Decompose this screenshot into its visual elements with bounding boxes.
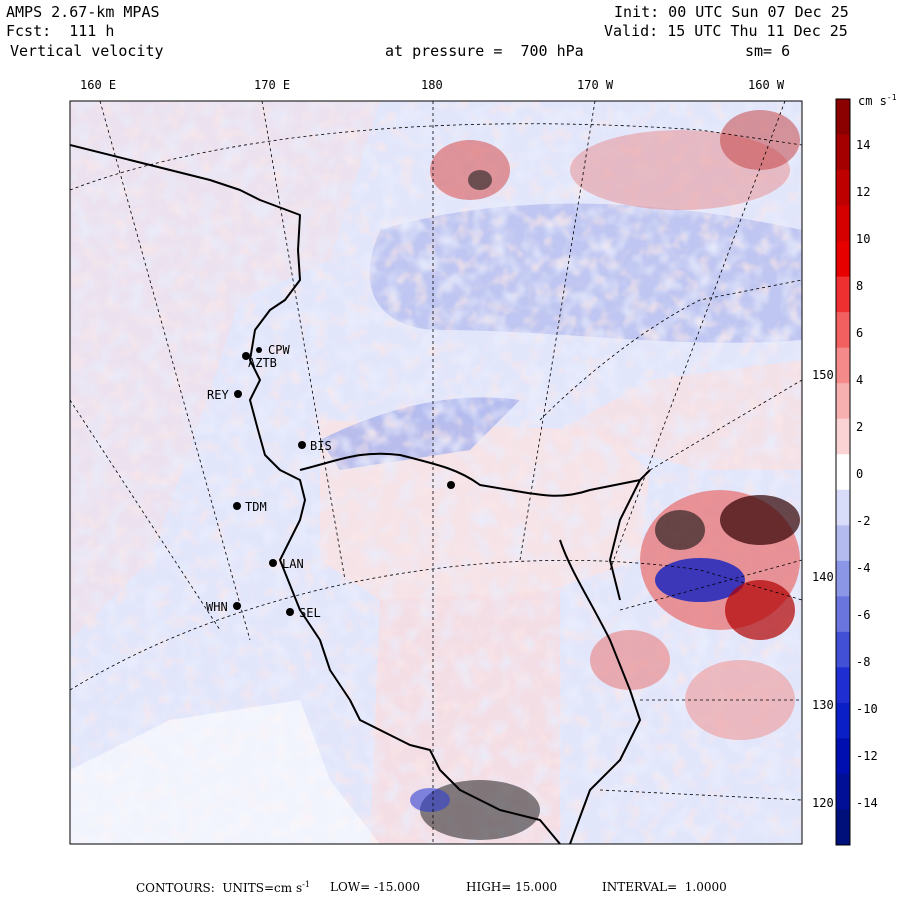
- station-label-lan: LAN: [282, 557, 304, 571]
- colorbar-swatch: [836, 205, 850, 242]
- colorbar-label: 8: [856, 279, 864, 293]
- colorbar-swatch: [836, 454, 850, 491]
- station-label-whn: WHN: [206, 600, 228, 614]
- station-label-sel: SEL: [299, 606, 321, 620]
- colorbar-swatch: [836, 134, 850, 171]
- colorbar-label: 0: [856, 467, 864, 481]
- contour-low: LOW= -15.000: [330, 880, 421, 894]
- colorbar-swatch: [836, 276, 850, 313]
- colorbar-label: -14: [856, 796, 878, 810]
- lon-label-160e: 160 E: [80, 78, 117, 92]
- station-dot-sel: [286, 608, 294, 616]
- graticule: [70, 101, 802, 844]
- colorbar-swatch: [836, 560, 850, 597]
- colorbar-frame: [835, 98, 851, 846]
- colorbar-label: -8: [856, 655, 871, 669]
- contours-units: CONTOURS: UNITS=cm s-1: [136, 880, 310, 895]
- station-dot-lan: [269, 559, 277, 567]
- colorbar-swatch: [836, 809, 850, 846]
- lon-label-180: 180: [421, 78, 443, 92]
- velocity-cluster-south: [70, 700, 540, 844]
- colorbar-label: 12: [856, 185, 871, 199]
- pressure-level: at pressure = 700 hPa: [385, 42, 584, 60]
- colorbar-swatch: [836, 99, 850, 136]
- colorbar-label: -4: [856, 561, 871, 575]
- station-dot-tdm: [233, 502, 241, 510]
- colorbar-swatch: [836, 312, 850, 349]
- lon-label-160w: 160 W: [748, 78, 785, 92]
- contour-interval: INTERVAL= 1.0000: [602, 880, 727, 894]
- colorbar-swatch: [836, 489, 850, 526]
- colorbar-label: -2: [856, 514, 871, 528]
- contour-high: HIGH= 15.000: [466, 880, 558, 894]
- station-label-rey: REY: [207, 388, 229, 402]
- colorbar-label: 6: [856, 326, 864, 340]
- station-dot-bis: [298, 441, 306, 449]
- colorbar-label: -6: [856, 608, 871, 622]
- forecast-hour: Fcst: 111 h: [6, 22, 115, 40]
- lon-label-170w: 170 W: [577, 78, 614, 92]
- station-labels: CPW AZTB REY BIS TDM LAN WHN SEL: [206, 343, 332, 620]
- coastline: [70, 144, 651, 844]
- station-dot-whn: [233, 602, 241, 610]
- station-label-aztb: AZTB: [248, 356, 277, 370]
- station-dot-cpw: [242, 352, 250, 360]
- colorbar-swatch: [836, 631, 850, 668]
- colorbar-swatch: [836, 525, 850, 562]
- valid-time: Valid: 15 UTC Thu 11 Dec 25: [604, 22, 848, 40]
- colorbar-swatch: [836, 596, 850, 633]
- colorbar-swatch: [836, 418, 850, 455]
- smoothing-value: sm= 6: [745, 42, 791, 60]
- station-label-cpw: CPW: [268, 343, 290, 357]
- colorbar-swatch: [836, 667, 850, 704]
- colorbar-swatch: [836, 170, 850, 207]
- lon-label-170e: 170 E: [254, 78, 291, 92]
- colorbar-label: 14: [856, 138, 871, 152]
- station-dot-mcmurdo: [447, 481, 455, 489]
- model-title: AMPS 2.67-km MPAS: [6, 3, 160, 21]
- station-dot-rey: [234, 390, 242, 398]
- colorbar-label: -12: [856, 749, 878, 763]
- colorbar-swatch: [836, 702, 850, 739]
- map-frame: [69, 100, 803, 845]
- colorbar-label: -10: [856, 702, 878, 716]
- colorbar-swatch: [836, 241, 850, 278]
- colorbar-swatches: [836, 99, 850, 846]
- field-name: Vertical velocity: [10, 42, 164, 60]
- colorbar-unit: cm s-1: [858, 93, 897, 108]
- colorbar-label: 4: [856, 373, 864, 387]
- init-time: Init: 00 UTC Sun 07 Dec 25: [614, 3, 849, 21]
- intense-velocity-cluster-east: [590, 490, 800, 740]
- velocity-cluster-north: [430, 110, 800, 210]
- colorbar-swatch: [836, 383, 850, 420]
- colorbar-swatch: [836, 738, 850, 775]
- station-markers: [233, 347, 455, 616]
- colorbar-label: 2: [856, 420, 864, 434]
- station-label-bis: BIS: [310, 439, 332, 453]
- station-dot-aztb: [256, 347, 262, 353]
- colorbar-swatch: [836, 347, 850, 384]
- colorbar-label: 10: [856, 232, 871, 246]
- colorbar-swatch: [836, 773, 850, 810]
- station-label-tdm: TDM: [245, 500, 267, 514]
